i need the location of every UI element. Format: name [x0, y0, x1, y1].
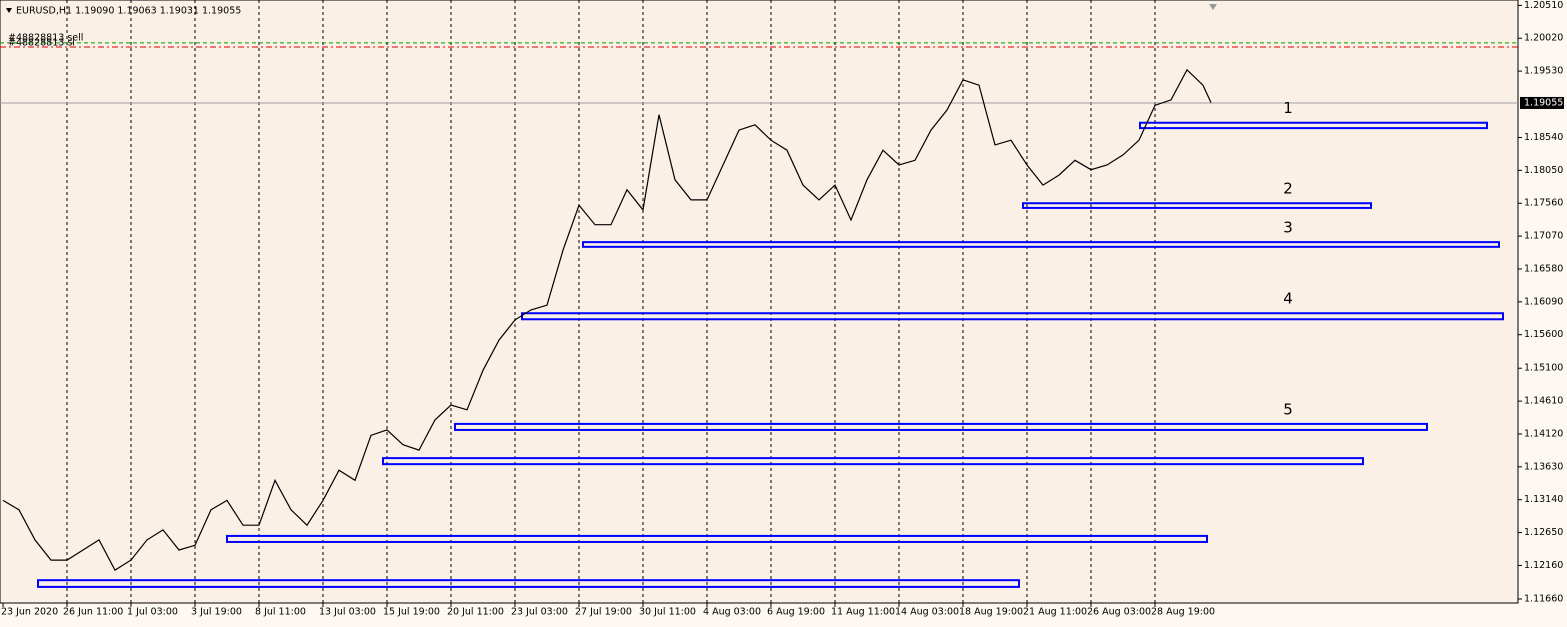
zone — [37, 579, 1020, 588]
zone-label: 5 — [1283, 400, 1293, 418]
zone — [1022, 202, 1372, 209]
x-tick-label: 14 Aug 03:00 — [895, 607, 959, 618]
zone — [454, 422, 1428, 431]
x-tick-label: 15 Jul 19:00 — [383, 607, 440, 618]
zone-label: 1 — [1283, 99, 1293, 117]
zone — [1139, 121, 1488, 130]
menu-arrow — [6, 8, 12, 13]
y-tick-label: 1.17070 — [1524, 231, 1563, 242]
x-tick-label: 27 Jul 19:00 — [575, 607, 632, 618]
y-tick-label: 1.15100 — [1524, 363, 1563, 374]
shift-marker — [1209, 4, 1217, 10]
x-tick-label: 3 Jul 19:00 — [191, 607, 242, 618]
y-tick-label: 1.16090 — [1524, 296, 1563, 307]
y-tick-label: 1.16580 — [1524, 263, 1563, 274]
symbol-info: EURUSD,H1 1.19090 1.19063 1.19031 1.1905… — [16, 6, 241, 17]
zone — [521, 312, 1504, 321]
y-tick-label: 1.18540 — [1524, 132, 1563, 143]
plot: #48828813 sell#48828813 sl 1 2 3 4 5 — [0, 33, 1518, 588]
x-tick-label: 26 Jun 11:00 — [63, 607, 123, 618]
zone — [226, 534, 1208, 543]
x-tick-label: 30 Jul 11:00 — [639, 607, 696, 618]
y-tick-label: 1.11660 — [1524, 593, 1563, 604]
zone-label: 3 — [1283, 219, 1293, 237]
y-tick-label: 1.20020 — [1524, 33, 1563, 44]
y-tick-label: 1.15600 — [1524, 329, 1563, 340]
order-label: #48828813 sl — [8, 38, 75, 49]
grid — [66, 0, 1156, 603]
zone-label: 2 — [1283, 180, 1293, 198]
x-tick-label: 8 Jul 11:00 — [255, 607, 306, 618]
x-tick-label: 23 Jun 2020 — [1, 607, 58, 618]
current-price-box — [1520, 96, 1564, 109]
x-tick-label: 20 Jul 11:00 — [447, 607, 504, 618]
x-tick-label: 6 Aug 19:00 — [767, 607, 825, 618]
x-tick-label: 28 Aug 19:00 — [1151, 607, 1215, 618]
y-tick-label: 1.14120 — [1524, 428, 1563, 439]
zone — [382, 457, 1364, 466]
x-tick-label: 13 Jul 03:00 — [319, 607, 376, 618]
plot-area — [0, 0, 1519, 604]
y-tick-label: 1.18050 — [1524, 165, 1563, 176]
x-tick-label: 26 Aug 03:00 — [1087, 607, 1151, 618]
x-tick-label: 23 Jul 03:00 — [511, 607, 568, 618]
order-label: #48828813 sell — [8, 33, 83, 44]
x-tick-label: 11 Aug 11:00 — [831, 607, 895, 618]
y-tick-label: 1.20510 — [1524, 0, 1563, 11]
zone-label: 4 — [1283, 290, 1293, 308]
y-tick-label: 1.14610 — [1524, 396, 1563, 407]
current-price-label: 1.19055 — [1524, 97, 1563, 108]
x-tick-label: 18 Aug 19:00 — [959, 607, 1023, 618]
y-tick-label: 1.13140 — [1524, 494, 1563, 505]
y-tick-label: 1.12160 — [1524, 560, 1563, 571]
y-tick-label: 1.17560 — [1524, 198, 1563, 209]
x-tick-label: 4 Aug 03:00 — [703, 607, 761, 618]
zone — [582, 241, 1500, 248]
y-tick-label: 1.13630 — [1524, 461, 1563, 472]
y-tick-label: 1.12650 — [1524, 527, 1563, 538]
x-tick-label: 1 Jul 03:00 — [127, 607, 178, 618]
y-tick-label: 1.19530 — [1524, 66, 1563, 77]
price-line — [2, 68, 1212, 571]
x-tick-label: 21 Aug 11:00 — [1023, 607, 1087, 618]
